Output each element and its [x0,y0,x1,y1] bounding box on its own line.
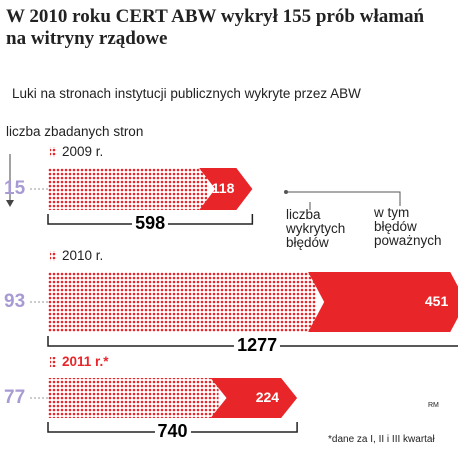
year-icon [50,357,56,367]
note: *dane za I, II i III kwartał [328,434,435,445]
year-label: 2010 r. [62,248,104,263]
year-icon [50,251,56,261]
serious-value: 224 [255,389,280,405]
serious-value: 451 [424,293,449,309]
serious-bar [199,168,253,210]
pages-value: 77 [4,387,26,408]
errors-bar [48,272,317,332]
errors-value: 740 [154,421,191,442]
pages-pointer-head [6,200,14,207]
errors-value: 598 [132,213,169,234]
errors-bar [48,378,219,418]
errors-value: 1277 [234,335,281,356]
serious-bar [308,272,458,332]
pages-value: 15 [4,178,26,199]
serious-value: 118 [211,180,235,196]
serious-pointer [286,191,401,206]
subtitle: Luki na stronach instytucji publicznych … [12,86,361,101]
serious-label: w tym błędów poważnych [374,205,442,248]
serious-pointer-dot [284,190,288,194]
errors-bar [48,168,208,210]
year-label: 2009 r. [62,144,104,159]
credit: RM [428,402,439,409]
title: W 2010 roku CERT ABW wykrył 155 prób wła… [6,6,425,49]
year-label: 2011 r.* [62,354,109,369]
pages-value: 93 [4,291,26,312]
serious-bar [210,378,298,418]
pages-label: liczba zbadanych stron [6,124,144,139]
year-icon [50,147,56,157]
errors-label: liczba wykrytych błędów [286,207,346,250]
